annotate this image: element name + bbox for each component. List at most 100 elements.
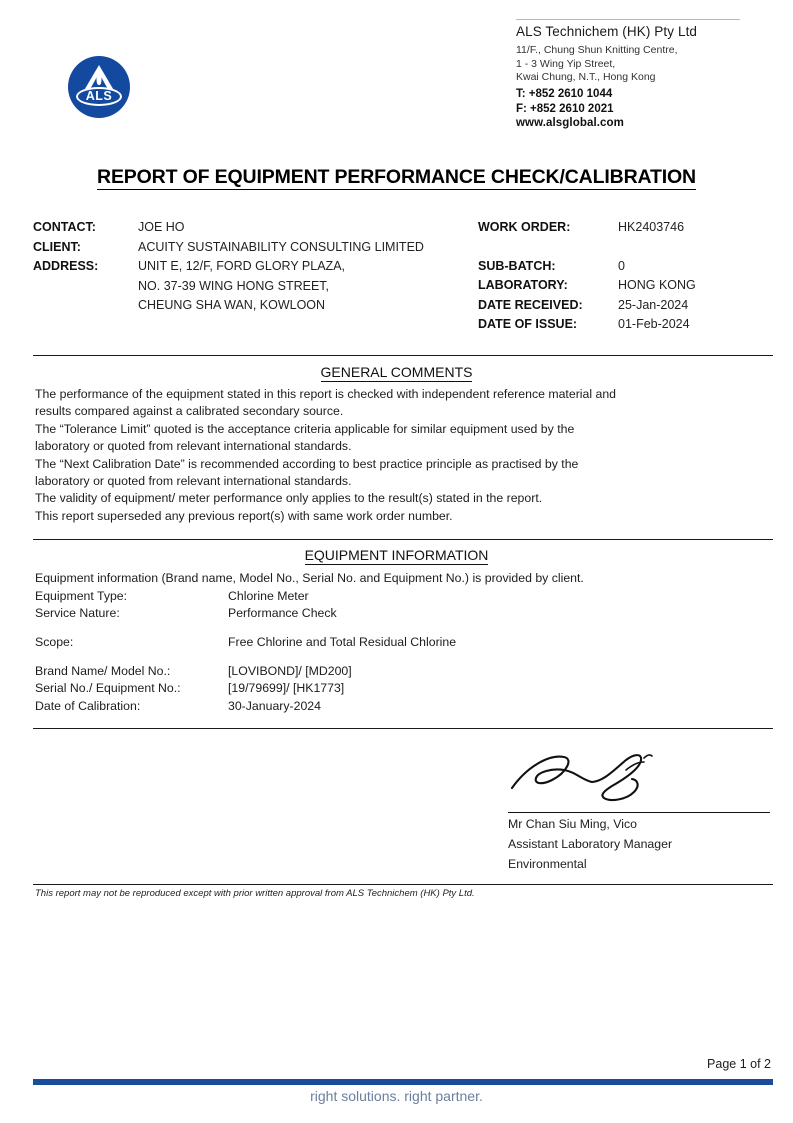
equipment-row-type: Equipment Type: Chlorine Meter [35, 588, 765, 605]
meta-value: 01-Feb-2024 [618, 317, 690, 331]
equipment-value: Free Chlorine and Total Residual Chlorin… [228, 635, 457, 649]
company-divider [516, 19, 740, 20]
equipment-row-serial-equipment: Serial No./ Equipment No.: [19/79699]/ [… [35, 680, 765, 697]
company-name: ALS Technichem (HK) Pty Ltd [516, 24, 698, 39]
meta-value: HK2403746 [618, 220, 685, 234]
company-address-line-2: 1 - 3 Wing Yip Street, [516, 57, 616, 70]
meta-label: SUB-BATCH: [478, 258, 556, 273]
company-info-block: ALS Technichem (HK) Pty Ltd 11/F., Chung… [516, 19, 766, 129]
meta-label: DATE RECEIVED: [478, 297, 583, 312]
meta-value: 0 [618, 258, 625, 273]
meta-value: JOE HO [138, 220, 185, 234]
meta-label: CLIENT: [33, 239, 81, 254]
meta-label: ADDRESS: [33, 259, 99, 273]
meta-label: LABORATORY: [478, 278, 568, 292]
equipment-value: 30-January-2024 [228, 698, 321, 713]
equipment-row-date-calibration: Date of Calibration: 30-January-2024 [35, 698, 765, 715]
general-comments-body: The performance of the equipment stated … [35, 386, 765, 525]
page-title-text: REPORT OF EQUIPMENT PERFORMANCE CHECK/CA… [97, 166, 696, 190]
comment-line: The validity of equipment/ meter perform… [35, 491, 543, 506]
meta-value: UNIT E, 12/F, FORD GLORY PLAZA, [138, 259, 346, 273]
section-divider-signature [33, 728, 773, 729]
comment-line: laboratory or quoted from relevant inter… [35, 474, 352, 489]
logo-oval-icon [76, 87, 122, 106]
signatory-department: Environmental [508, 857, 587, 871]
comment-line: The performance of the equipment stated … [35, 387, 617, 401]
section-heading-text: GENERAL COMMENTS [320, 364, 473, 382]
signature-line [508, 812, 770, 813]
equipment-details-group-1: Equipment Type: Chlorine Meter Service N… [35, 588, 765, 623]
meta-row-date-received: DATE RECEIVED: 25-Jan-2024 [478, 296, 778, 316]
signatory-position: Assistant Laboratory Manager [508, 837, 673, 851]
equipment-details-group-2: Scope: Free Chlorine and Total Residual … [35, 634, 765, 651]
signature-block: Mr Chan Siu Ming, Vico Assistant Laborat… [508, 748, 778, 873]
meta-value: HONG KONG [618, 278, 696, 292]
page-title: REPORT OF EQUIPMENT PERFORMANCE CHECK/CA… [0, 166, 793, 190]
meta-value: ACUITY SUSTAINABILITY CONSULTING LIMITED [138, 239, 424, 254]
equipment-value: [19/79699]/ [HK1773] [228, 681, 345, 696]
company-address-line-3: Kwai Chung, N.T., Hong Kong [516, 71, 656, 83]
section-divider-equipment-information [33, 539, 773, 540]
page-number: Page 1 of 2 [707, 1057, 771, 1071]
als-logo: ALS [68, 56, 130, 118]
logo-flame-icon [96, 72, 102, 85]
equipment-row-service-nature: Service Nature: Performance Check [35, 605, 765, 622]
section-divider-general-comments [33, 355, 773, 356]
comment-line: results compared against a calibrated se… [35, 404, 344, 419]
meta-label: WORK ORDER: [478, 220, 571, 234]
meta-label [33, 296, 138, 316]
equipment-key: Service Nature: [35, 606, 120, 621]
equipment-key: Brand Name/ Model No.: [35, 664, 171, 678]
comment-line: The “Tolerance Limit” quoted is the acce… [35, 421, 575, 436]
equipment-row-scope: Scope: Free Chlorine and Total Residual … [35, 634, 765, 651]
equipment-row-brand-model: Brand Name/ Model No.: [LOVIBOND]/ [MD20… [35, 663, 765, 680]
meta-label [33, 277, 138, 297]
meta-row-address: ADDRESS: UNIT E, 12/F, FORD GLORY PLAZA, [33, 257, 473, 277]
equipment-value: Performance Check [228, 606, 337, 621]
section-divider-disclaimer [33, 884, 773, 885]
equipment-key: Date of Calibration: [35, 698, 141, 713]
company-website: www.alsglobal.com [516, 116, 624, 129]
comment-line: The “Next Calibration Date” is recommend… [35, 456, 579, 471]
meta-row-work-order: WORK ORDER: HK2403746 [478, 218, 778, 238]
footer-bar [33, 1079, 773, 1085]
company-telephone: T: +852 2610 1044 [516, 87, 613, 100]
footer-tagline: right solutions. right partner. [310, 1088, 483, 1104]
equipment-intro-text: Equipment information (Brand name, Model… [35, 571, 584, 585]
meta-row-address-3: CHEUNG SHA WAN, KOWLOON [33, 296, 473, 316]
meta-value: NO. 37-39 WING HONG STREET, [138, 278, 330, 293]
equipment-key: Equipment Type: [35, 589, 128, 603]
meta-label: CONTACT: [33, 220, 96, 234]
meta-row-address-2: NO. 37-39 WING HONG STREET, [33, 277, 473, 297]
signatory-name: Mr Chan Siu Ming, Vico [508, 817, 637, 831]
section-heading-equipment-information: EQUIPMENT INFORMATION [0, 547, 793, 565]
section-heading-text: EQUIPMENT INFORMATION [304, 547, 489, 565]
meta-row-date-of-issue: DATE OF ISSUE: 01-Feb-2024 [478, 315, 778, 335]
signature-image [508, 748, 678, 810]
meta-spacer [478, 238, 778, 257]
disclaimer-text: This report may not be reproduced except… [35, 888, 475, 899]
meta-row-contact: CONTACT: JOE HO [33, 218, 473, 238]
equipment-value: [LOVIBOND]/ [MD200] [228, 664, 352, 678]
document-header: ALS ALS Technichem (HK) Pty Ltd 11/F., C… [0, 0, 793, 150]
meta-row-sub-batch: SUB-BATCH: 0 [478, 257, 778, 277]
meta-right-column: WORK ORDER: HK2403746 SUB-BATCH: 0 LABOR… [478, 218, 778, 335]
equipment-key: Serial No./ Equipment No.: [35, 681, 181, 696]
equipment-details-group-3: Brand Name/ Model No.: [LOVIBOND]/ [MD20… [35, 663, 765, 715]
equipment-intro: Equipment information (Brand name, Model… [35, 570, 765, 587]
comment-line: This report superseded any previous repo… [35, 508, 453, 523]
meta-row-client: CLIENT: ACUITY SUSTAINABILITY CONSULTING… [33, 238, 473, 258]
meta-label: DATE OF ISSUE: [478, 317, 578, 331]
section-heading-general-comments: GENERAL COMMENTS [0, 364, 793, 382]
company-fax: F: +852 2610 2021 [516, 102, 614, 115]
meta-row-laboratory: LABORATORY: HONG KONG [478, 276, 778, 296]
meta-left-column: CONTACT: JOE HO CLIENT: ACUITY SUSTAINAB… [33, 218, 473, 316]
meta-value: CHEUNG SHA WAN, KOWLOON [138, 298, 326, 312]
company-address-line-1: 11/F., Chung Shun Knitting Centre, [516, 44, 678, 56]
equipment-key: Scope: [35, 635, 74, 649]
logo-circle: ALS [68, 56, 130, 118]
report-meta: CONTACT: JOE HO CLIENT: ACUITY SUSTAINAB… [0, 218, 793, 338]
logo-text: ALS [85, 89, 113, 103]
comment-line: laboratory or quoted from relevant inter… [35, 439, 352, 454]
